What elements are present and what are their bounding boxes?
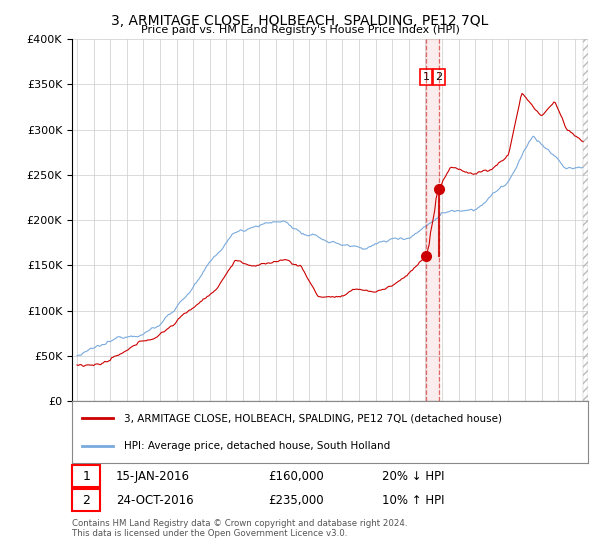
Text: 1: 1 — [82, 470, 90, 483]
Text: 10% ↑ HPI: 10% ↑ HPI — [382, 494, 444, 507]
Bar — [72, 465, 100, 487]
Bar — [426, 39, 439, 401]
Text: £235,000: £235,000 — [268, 494, 324, 507]
Bar — [72, 489, 100, 511]
Text: Contains HM Land Registry data © Crown copyright and database right 2024.
This d: Contains HM Land Registry data © Crown c… — [72, 519, 407, 538]
Text: Price paid vs. HM Land Registry's House Price Index (HPI): Price paid vs. HM Land Registry's House … — [140, 25, 460, 35]
Text: 20% ↓ HPI: 20% ↓ HPI — [382, 470, 444, 483]
Text: 3, ARMITAGE CLOSE, HOLBEACH, SPALDING, PE12 7QL: 3, ARMITAGE CLOSE, HOLBEACH, SPALDING, P… — [112, 14, 488, 28]
Text: HPI: Average price, detached house, South Holland: HPI: Average price, detached house, Sout… — [124, 441, 390, 451]
Text: 24-OCT-2016: 24-OCT-2016 — [116, 494, 193, 507]
Text: 1: 1 — [422, 72, 430, 82]
Text: 2: 2 — [82, 494, 90, 507]
Text: 2: 2 — [436, 72, 443, 82]
Text: 15-JAN-2016: 15-JAN-2016 — [116, 470, 190, 483]
Text: 3, ARMITAGE CLOSE, HOLBEACH, SPALDING, PE12 7QL (detached house): 3, ARMITAGE CLOSE, HOLBEACH, SPALDING, P… — [124, 413, 502, 423]
Text: £160,000: £160,000 — [268, 470, 324, 483]
